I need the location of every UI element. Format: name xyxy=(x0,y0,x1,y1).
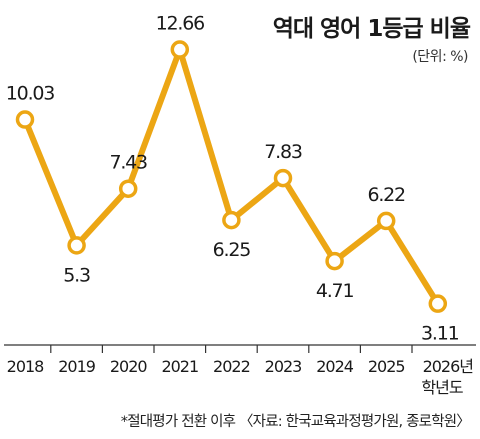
footnote: *절대평가 전환 이후 〈자료: 한국교육과정평가원, 종로학원〉 xyxy=(121,413,470,430)
data-point-2023 xyxy=(273,168,293,188)
data-label-2023: 7.83 xyxy=(264,141,302,163)
data-label-2020: 7.43 xyxy=(109,152,147,174)
data-point-2020 xyxy=(118,179,138,198)
chart-title: 역대 영어 1등급 비율 xyxy=(273,16,471,42)
data-point-2026년 xyxy=(428,294,448,313)
x-tick-label-2021: 2021 xyxy=(161,357,198,376)
data-label-2024: 4.71 xyxy=(316,280,354,302)
x-axis-suffix: 학년도 xyxy=(421,378,462,397)
markers-group xyxy=(15,40,448,313)
x-tick-label-2019: 2019 xyxy=(58,357,96,376)
x-tick-label-2024: 2024 xyxy=(316,357,354,376)
x-ticks-group: 2018 2019 2020 2021 2022 2023 2024 2025 2026년 xyxy=(7,345,474,376)
data-point-2022 xyxy=(222,210,241,230)
x-tick-label-2018: 2018 xyxy=(7,357,45,376)
data-label-2021: 12.66 xyxy=(156,13,205,35)
data-point-2024 xyxy=(325,251,344,271)
x-tick-label-2023: 2023 xyxy=(265,357,302,376)
data-label-2026년: 3.11 xyxy=(421,323,459,345)
data-label-2022: 6.25 xyxy=(213,239,251,261)
x-tick-label-2026년: 2026년 xyxy=(423,357,474,376)
data-point-2019 xyxy=(67,236,86,255)
data-point-2021 xyxy=(170,40,190,59)
data-label-2018: 10.03 xyxy=(6,83,55,105)
unit-label: (단위: %) xyxy=(412,49,468,65)
x-tick-label-2025: 2025 xyxy=(368,357,405,376)
x-tick-label-2020: 2020 xyxy=(110,357,148,376)
data-label-2025: 6.22 xyxy=(367,184,405,206)
data-labels-group: 10.03 5.3 7.43 12.66 6.25 7.83 4.71 6.22 3.11 xyxy=(6,13,460,345)
data-point-2025 xyxy=(376,211,396,231)
x-tick-label-2022: 2022 xyxy=(213,357,250,376)
data-point-2018 xyxy=(15,110,35,129)
data-label-2019: 5.3 xyxy=(63,264,90,286)
